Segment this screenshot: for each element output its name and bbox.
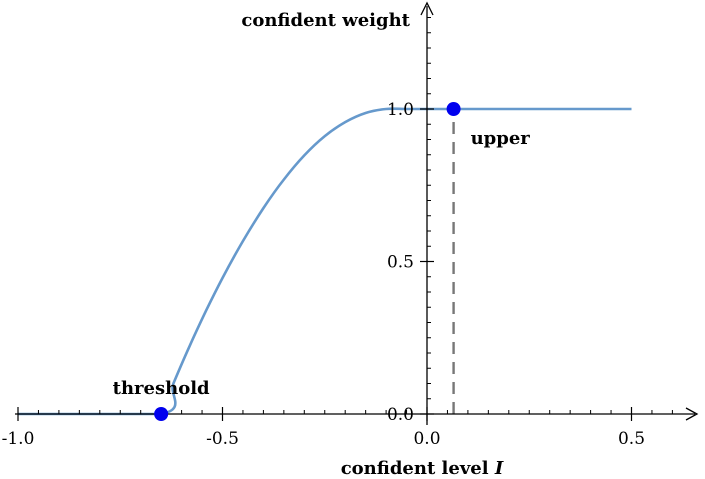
axes-layer <box>15 1 699 425</box>
marker-layer: threshold upper <box>113 102 531 421</box>
curve-layer <box>18 107 632 416</box>
series-line-0 <box>18 107 632 416</box>
x-tick-label: 0.0 <box>413 429 440 449</box>
x-tick-label: -0.5 <box>206 429 239 449</box>
upper-marker <box>446 102 461 116</box>
x-axis-title: confident level I <box>341 458 504 479</box>
x-axis-title-text: confident level <box>341 458 489 479</box>
x-axis-arrowhead <box>685 407 699 421</box>
y-axis-title: confident weight <box>241 10 410 31</box>
ticks-layer: -1.0 -0.5 0.0 0.5 0.0 0.5 1.0 <box>2 17 673 449</box>
x-tick-label: -1.0 <box>2 429 35 449</box>
y-tick-label: 0.5 <box>387 253 414 273</box>
y-tick-label: 0.0 <box>387 405 414 425</box>
x-axis-title-var: I <box>494 458 504 479</box>
threshold-label: threshold <box>113 378 210 399</box>
threshold-marker <box>154 407 169 421</box>
upper-label: upper <box>471 128 531 149</box>
y-tick-label: 1.0 <box>387 100 414 120</box>
y-axis-arrowhead <box>420 1 434 16</box>
x-tick-label: 0.5 <box>618 429 645 449</box>
